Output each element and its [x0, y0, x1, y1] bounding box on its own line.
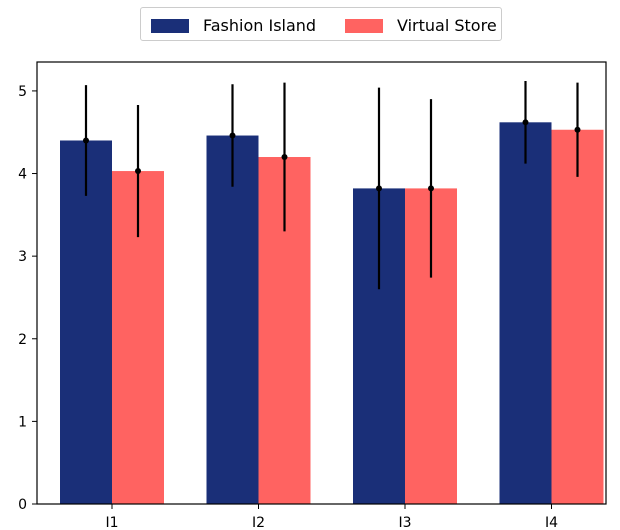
- bar-i4-series-1: [499, 122, 552, 505]
- legend-label-series-2: Virtual Store: [397, 16, 497, 35]
- y-tick-label-2: 2: [18, 332, 27, 348]
- plot-frame: [36, 61, 607, 505]
- x-tick-label-i2: I2: [252, 515, 265, 530]
- errorbar-point-i3-series-1: [376, 185, 382, 192]
- legend: Fashion Island Virtual Store: [140, 7, 502, 41]
- errorbar-point-i3-series-2: [428, 185, 434, 192]
- bars-group: [60, 122, 604, 505]
- x-tick-label-i3: I3: [398, 515, 411, 530]
- errorbars-group: [83, 81, 581, 290]
- legend-item-series-2: Virtual Store: [345, 16, 497, 35]
- bar-i4-series-2: [551, 129, 604, 504]
- errorbar-point-i4-series-2: [574, 126, 581, 133]
- errorbar-point-i4-series-1: [522, 119, 529, 126]
- x-tick-label-i1: I1: [105, 515, 118, 530]
- legend-swatch-series-2: [345, 18, 383, 33]
- errorbar-point-i1-series-1: [83, 137, 89, 144]
- axes-group: I1 I2 I3 I4 0 1 2 3 4 5: [18, 61, 607, 530]
- y-tick-label-4: 4: [18, 167, 27, 183]
- y-tick-label-5: 5: [18, 84, 27, 100]
- errorbar-point-i2-series-1: [229, 132, 236, 139]
- y-tick-label-3: 3: [18, 249, 27, 265]
- bar-i1-series-1: [60, 140, 112, 505]
- legend-swatch-series-1: [151, 18, 189, 33]
- errorbar-point-i2-series-2: [281, 154, 288, 161]
- errorbar-point-i1-series-2: [135, 168, 141, 175]
- x-tick-label-i4: I4: [545, 515, 558, 530]
- legend-label-series-1: Fashion Island: [203, 16, 317, 35]
- y-tick-label-0: 0: [18, 497, 27, 513]
- bar-i2-series-1: [206, 135, 259, 504]
- y-tick-label-1: 1: [18, 414, 27, 430]
- legend-item-series-1: Fashion Island: [151, 16, 316, 35]
